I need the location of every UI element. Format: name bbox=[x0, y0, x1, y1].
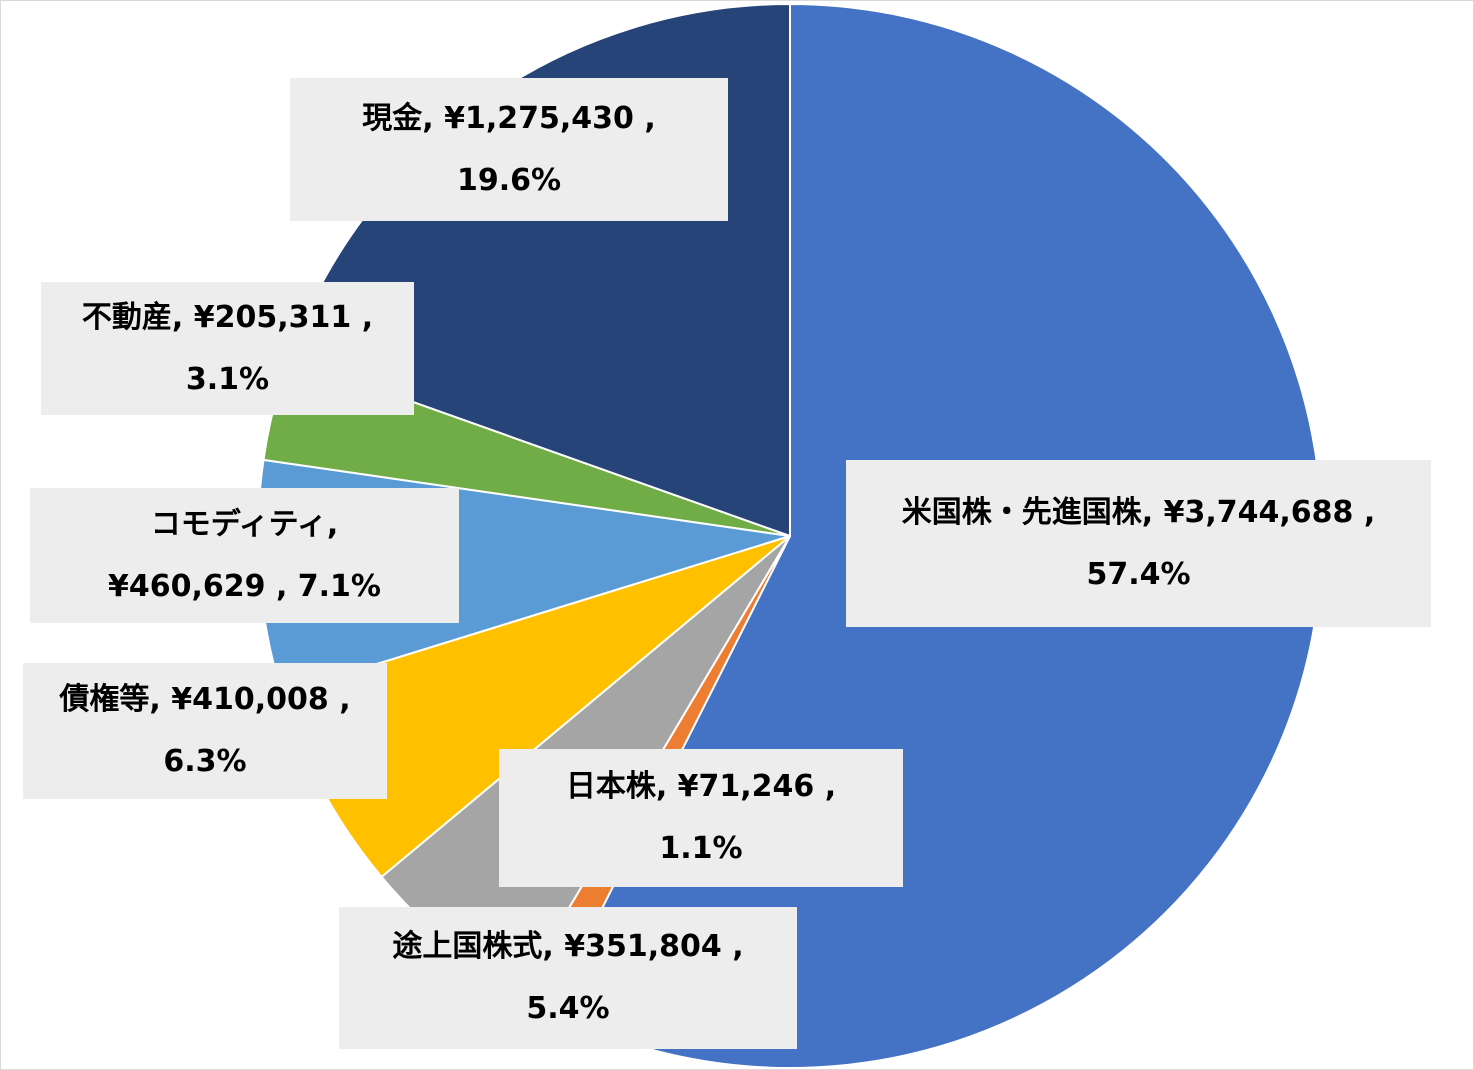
label-line-1: 不動産, ¥205,311 , bbox=[81, 299, 374, 335]
data-label-real-estate: 不動産, ¥205,311 , 3.1% bbox=[41, 282, 414, 415]
label-line-2: 1.1% bbox=[659, 831, 743, 866]
label-line-2: 57.4% bbox=[1086, 556, 1191, 592]
data-label-commodities: コモディティ, ¥460,629 , 7.1% bbox=[30, 488, 459, 623]
data-label-cash: 現金, ¥1,275,430 , 19.6% bbox=[290, 78, 728, 221]
label-line-2: 3.1% bbox=[185, 361, 270, 397]
data-label-japan-stocks: 日本株, ¥71,246 , 1.1% bbox=[499, 749, 903, 887]
data-label-bonds: 債権等, ¥410,008 , 6.3% bbox=[23, 663, 387, 799]
label-line-1: 米国株・先進国株, ¥3,744,688 , bbox=[901, 494, 1376, 530]
data-label-emerging-stocks: 途上国株式, ¥351,804 , 5.4% bbox=[339, 907, 797, 1049]
label-line-1: 日本株, ¥71,246 , bbox=[565, 769, 837, 804]
label-line-2: 5.4% bbox=[526, 991, 610, 1026]
label-line-1: 途上国株式, ¥351,804 , bbox=[392, 929, 744, 964]
label-line-1: 現金, ¥1,275,430 , bbox=[362, 100, 656, 136]
label-line-1: 債権等, ¥410,008 , bbox=[59, 682, 351, 717]
label-line-2: 19.6% bbox=[456, 162, 562, 198]
label-line-2: ¥460,629 , 7.1% bbox=[107, 568, 381, 604]
label-line-2: 6.3% bbox=[163, 744, 247, 779]
data-label-us-developed-stocks: 米国株・先進国株, ¥3,744,688 , 57.4% bbox=[846, 460, 1431, 627]
label-line-1: コモディティ, bbox=[150, 506, 339, 542]
